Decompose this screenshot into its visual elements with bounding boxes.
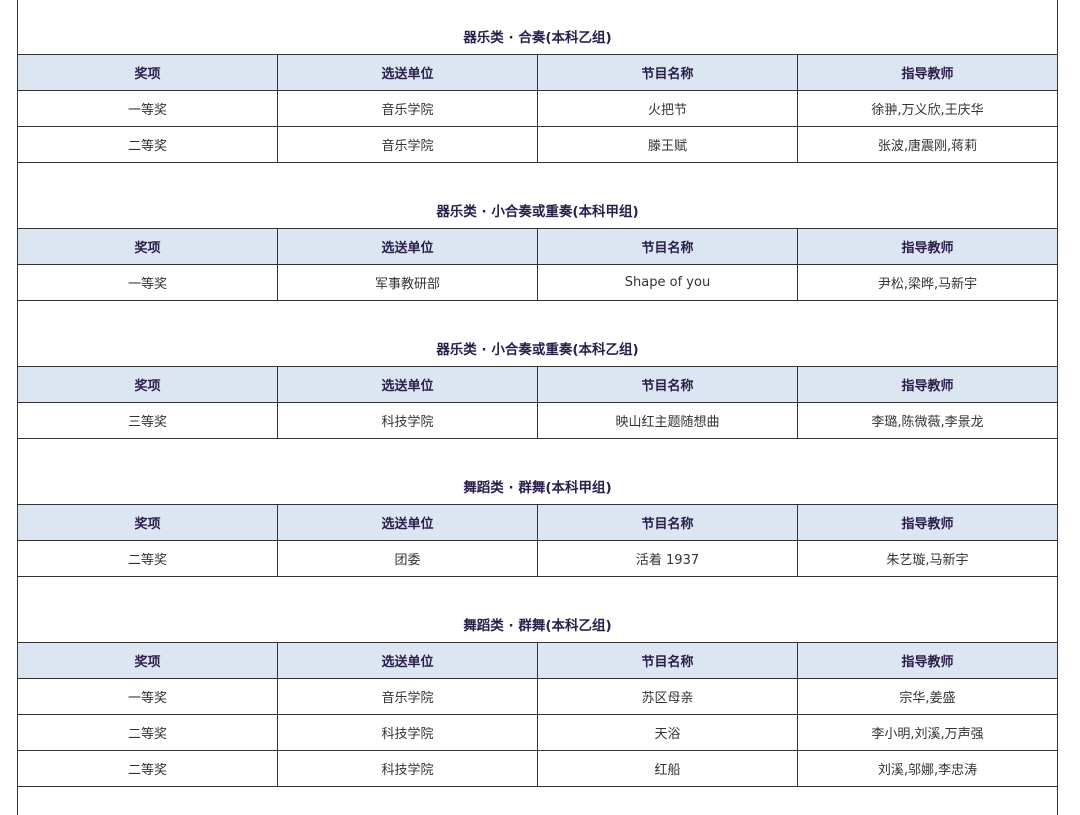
table-cell: 宗华,姜盛 bbox=[798, 679, 1058, 715]
table-row: 一等奖音乐学院火把节徐翀,万义欣,王庆华 bbox=[18, 91, 1058, 127]
section-title-row: 器乐类 · 合奏(本科乙组) bbox=[18, 0, 1058, 55]
column-header: 奖项 bbox=[18, 55, 278, 91]
column-header: 节目名称 bbox=[538, 229, 798, 265]
header-row: 奖项选送单位节目名称指导教师 bbox=[18, 367, 1058, 403]
table-cell: 二等奖 bbox=[18, 541, 278, 577]
table-cell: 天浴 bbox=[538, 715, 798, 751]
column-header: 奖项 bbox=[18, 367, 278, 403]
table-cell: Shape of you bbox=[538, 265, 798, 301]
column-header: 节目名称 bbox=[538, 643, 798, 679]
section-title-row: 舞蹈类 · 群舞(本科甲组) bbox=[18, 439, 1058, 505]
section-title-row bbox=[18, 787, 1058, 815]
table-cell: 二等奖 bbox=[18, 751, 278, 787]
section-title-row: 器乐类 · 小合奏或重奏(本科乙组) bbox=[18, 301, 1058, 367]
table-row: 二等奖音乐学院滕王赋张波,唐震刚,蒋莉 bbox=[18, 127, 1058, 163]
table-cell: 滕王赋 bbox=[538, 127, 798, 163]
table-cell: 朱艺璇,马新宇 bbox=[798, 541, 1058, 577]
section-title: 器乐类 · 小合奏或重奏(本科乙组) bbox=[18, 301, 1058, 367]
table-cell: 李小明,刘溪,万声强 bbox=[798, 715, 1058, 751]
table-cell: 刘溪,邬娜,李忠涛 bbox=[798, 751, 1058, 787]
column-header: 节目名称 bbox=[538, 367, 798, 403]
column-header: 选送单位 bbox=[278, 505, 538, 541]
column-header: 选送单位 bbox=[278, 229, 538, 265]
header-row: 奖项选送单位节目名称指导教师 bbox=[18, 229, 1058, 265]
column-header: 选送单位 bbox=[278, 367, 538, 403]
table-cell: 尹松,梁晔,马新宇 bbox=[798, 265, 1058, 301]
table-cell: 科技学院 bbox=[278, 751, 538, 787]
table-row: 二等奖科技学院天浴李小明,刘溪,万声强 bbox=[18, 715, 1058, 751]
table-cell: 映山红主题随想曲 bbox=[538, 403, 798, 439]
table-cell: 火把节 bbox=[538, 91, 798, 127]
table-cell: 科技学院 bbox=[278, 403, 538, 439]
table-cell: 三等奖 bbox=[18, 403, 278, 439]
column-header: 奖项 bbox=[18, 643, 278, 679]
table-cell: 音乐学院 bbox=[278, 127, 538, 163]
section-title: 器乐类 · 合奏(本科乙组) bbox=[18, 0, 1058, 55]
table-cell: 一等奖 bbox=[18, 91, 278, 127]
table-cell: 一等奖 bbox=[18, 679, 278, 715]
column-header: 指导教师 bbox=[798, 367, 1058, 403]
table-cell: 团委 bbox=[278, 541, 538, 577]
section-title-row: 器乐类 · 小合奏或重奏(本科甲组) bbox=[18, 163, 1058, 229]
table-cell: 音乐学院 bbox=[278, 679, 538, 715]
section-title-row: 舞蹈类 · 群舞(本科乙组) bbox=[18, 577, 1058, 643]
column-header: 指导教师 bbox=[798, 505, 1058, 541]
table-cell: 二等奖 bbox=[18, 715, 278, 751]
section-title: 舞蹈类 · 群舞(本科甲组) bbox=[18, 439, 1058, 505]
table-cell: 一等奖 bbox=[18, 265, 278, 301]
header-row: 奖项选送单位节目名称指导教师 bbox=[18, 55, 1058, 91]
table-cell: 军事教研部 bbox=[278, 265, 538, 301]
table-cell: 张波,唐震刚,蒋莉 bbox=[798, 127, 1058, 163]
table-cell: 苏区母亲 bbox=[538, 679, 798, 715]
table-row: 二等奖科技学院红船刘溪,邬娜,李忠涛 bbox=[18, 751, 1058, 787]
table-cell: 科技学院 bbox=[278, 715, 538, 751]
table-cell: 红船 bbox=[538, 751, 798, 787]
awards-table-container: 器乐类 · 合奏(本科乙组)奖项选送单位节目名称指导教师一等奖音乐学院火把节徐翀… bbox=[17, 0, 1058, 815]
table-cell: 李璐,陈微薇,李景龙 bbox=[798, 403, 1058, 439]
column-header: 奖项 bbox=[18, 229, 278, 265]
column-header: 节目名称 bbox=[538, 55, 798, 91]
empty-row bbox=[18, 787, 1058, 815]
table-cell: 活着 1937 bbox=[538, 541, 798, 577]
table-row: 一等奖音乐学院苏区母亲宗华,姜盛 bbox=[18, 679, 1058, 715]
table-cell: 音乐学院 bbox=[278, 91, 538, 127]
awards-table: 器乐类 · 合奏(本科乙组)奖项选送单位节目名称指导教师一等奖音乐学院火把节徐翀… bbox=[17, 0, 1058, 815]
column-header: 指导教师 bbox=[798, 55, 1058, 91]
column-header: 选送单位 bbox=[278, 55, 538, 91]
header-row: 奖项选送单位节目名称指导教师 bbox=[18, 505, 1058, 541]
section-title: 器乐类 · 小合奏或重奏(本科甲组) bbox=[18, 163, 1058, 229]
column-header: 选送单位 bbox=[278, 643, 538, 679]
section-title: 舞蹈类 · 群舞(本科乙组) bbox=[18, 577, 1058, 643]
table-cell: 二等奖 bbox=[18, 127, 278, 163]
column-header: 节目名称 bbox=[538, 505, 798, 541]
header-row: 奖项选送单位节目名称指导教师 bbox=[18, 643, 1058, 679]
column-header: 指导教师 bbox=[798, 229, 1058, 265]
table-row: 三等奖科技学院映山红主题随想曲李璐,陈微薇,李景龙 bbox=[18, 403, 1058, 439]
column-header: 指导教师 bbox=[798, 643, 1058, 679]
table-cell: 徐翀,万义欣,王庆华 bbox=[798, 91, 1058, 127]
column-header: 奖项 bbox=[18, 505, 278, 541]
